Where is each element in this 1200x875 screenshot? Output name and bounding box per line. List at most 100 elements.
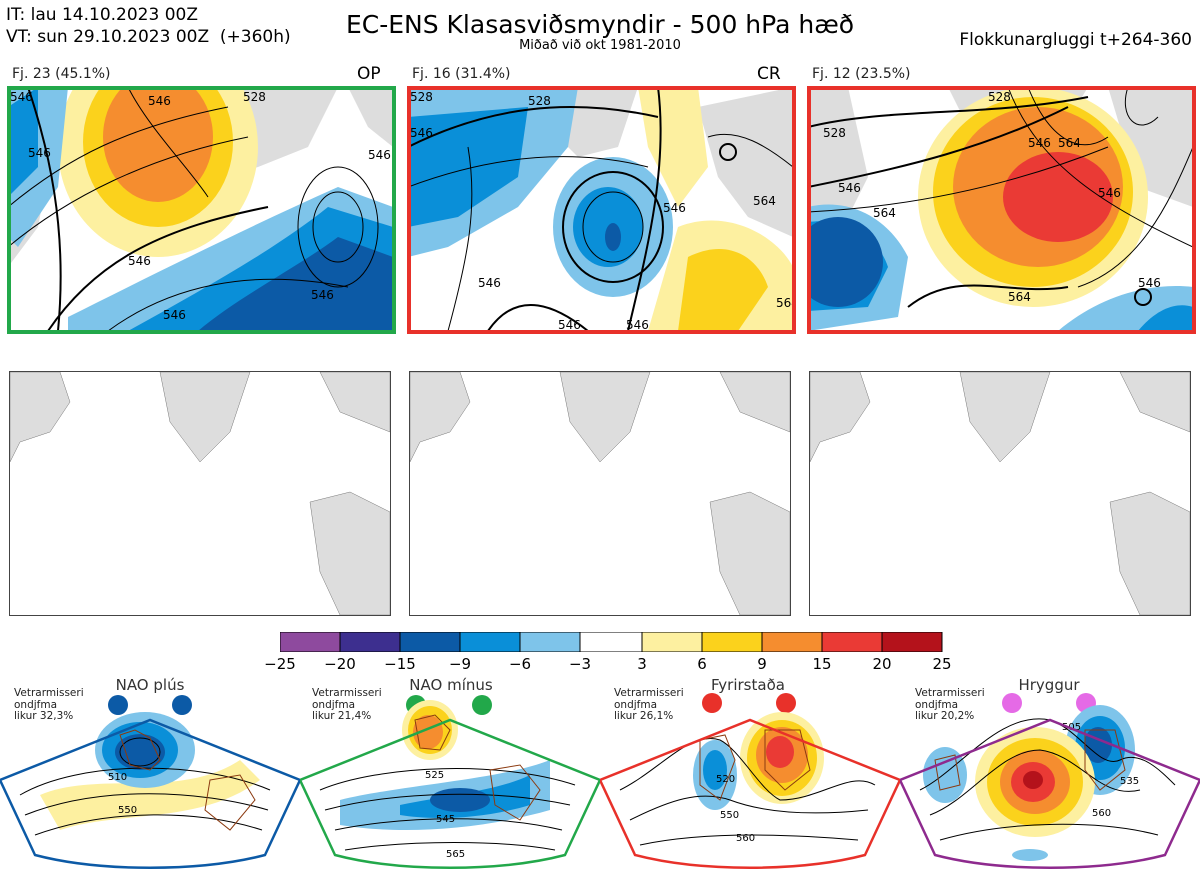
- regime-2-title: NAO mínus: [409, 676, 493, 694]
- map-panel-4: [9, 371, 391, 616]
- init-time: IT: lau 14.10.2023 00Z: [6, 5, 198, 25]
- contour-label: 528: [528, 94, 551, 108]
- contour-label: 528: [988, 90, 1011, 104]
- regime-4-title: Hryggur: [1018, 676, 1080, 694]
- classification-window: Flokkunargluggi t+264-360: [959, 30, 1192, 50]
- regime-marker-dot: [172, 695, 192, 715]
- colorbar-swatch: [459, 631, 521, 653]
- regime-map-nao-minus: 525 545 565: [298, 690, 602, 875]
- regime-3-stat: Vetrarmisseri ondjfma likur 26,1%: [614, 687, 684, 722]
- contour-label: 546: [1138, 276, 1161, 290]
- colorbar-swatch: [579, 631, 643, 653]
- contour-label: 546: [128, 254, 151, 268]
- colorbar-tick: −20: [324, 655, 356, 673]
- page-title: EC-ENS Klasasviðsmyndir - 500 hPa hæð: [345, 10, 855, 39]
- contour-label: 546: [663, 201, 686, 215]
- regime-4-stat: Vetrarmisseri ondjfma likur 20,2%: [915, 687, 985, 722]
- height-contours: [408, 87, 793, 331]
- panel-2-label: Fj. 16 (31.4%): [412, 66, 511, 82]
- contour-label: 565: [446, 849, 465, 860]
- regime-frame: [0, 718, 302, 869]
- contour-label: 546: [28, 146, 51, 160]
- contour-label: 546: [163, 308, 186, 322]
- regime-map-blocking: 520 550 560: [598, 690, 902, 875]
- panel-2-border: [407, 86, 796, 334]
- colorbar-swatch: [761, 631, 823, 653]
- colorbar-tick: −15: [384, 655, 416, 673]
- regime-map-nao-plus: 510 550: [0, 690, 302, 875]
- page-subtitle: Miðað við okt 1981-2010: [519, 38, 681, 53]
- regime-3-title: Fyrirstaða: [711, 676, 785, 694]
- contour-label: 564: [753, 194, 776, 208]
- contour-label: 546: [626, 318, 649, 331]
- contour-label: 560: [1092, 808, 1111, 819]
- contour-label: 560: [736, 833, 755, 844]
- colorbar-tick: 25: [932, 655, 952, 673]
- cluster-map-2: 528 528 546 546 546 546 546 564 564: [408, 87, 793, 331]
- colorbar-swatch: [881, 631, 943, 653]
- contour-label: 546: [558, 318, 581, 331]
- colorbar-swatch: [821, 631, 883, 653]
- contour-label: 546: [1098, 186, 1121, 200]
- map-panel-6: [809, 371, 1191, 616]
- colorbar-swatch: [641, 631, 703, 653]
- cluster-map-3: 528 528 546 546 564 564 546 564 546: [808, 87, 1193, 331]
- anomaly-fill: [8, 87, 393, 331]
- contour-label: 520: [716, 774, 735, 785]
- colorbar: [279, 631, 944, 656]
- colorbar-tick: 9: [757, 655, 767, 673]
- colorbar-tick: −3: [568, 655, 592, 673]
- contour-label: 564: [1008, 290, 1031, 304]
- regime-marker-dot: [472, 695, 492, 715]
- colorbar-swatch: [701, 631, 763, 653]
- height-contours: [8, 87, 379, 331]
- colorbar-tick: −6: [508, 655, 532, 673]
- colorbar-swatch: [399, 631, 461, 653]
- contour-label: 550: [720, 810, 739, 821]
- regime-2-stat: Vetrarmisseri ondjfma likur 21,4%: [312, 687, 382, 722]
- contour-label: 546: [478, 276, 501, 290]
- regime-marker-dot: [776, 693, 796, 713]
- regime-frame: [598, 718, 902, 869]
- contour-label: 545: [436, 814, 455, 825]
- regime-marker-dot: [108, 695, 128, 715]
- contour-label: 528: [410, 90, 433, 104]
- colorbar-tick: 20: [872, 655, 892, 673]
- contour-label: 528: [823, 126, 846, 140]
- contour-label: 550: [118, 805, 137, 816]
- colorbar-tick: −25: [264, 655, 296, 673]
- contour-label: 546: [838, 181, 861, 195]
- cluster-map-1: 546 546 528 546 546 546 546 546: [8, 87, 393, 331]
- contour-label: 564: [1058, 136, 1081, 150]
- contour-label: 564: [776, 296, 793, 310]
- contour-label: 546: [368, 148, 391, 162]
- colorbar-swatch: [519, 631, 581, 653]
- panel-3-border: [807, 86, 1196, 334]
- contour-label: 535: [1120, 776, 1139, 787]
- colorbar-swatch: [279, 631, 341, 653]
- contour-label: 510: [108, 772, 127, 783]
- contour-label: 528: [243, 90, 266, 104]
- panel-1-border: [7, 86, 396, 334]
- header-info: IT: lau 14.10.2023 00Z VT: sun 29.10.202…: [6, 4, 291, 48]
- colorbar-tick: 15: [812, 655, 832, 673]
- contour-label: 564: [873, 206, 896, 220]
- regime-marker-dot: [1002, 693, 1022, 713]
- contour-label: 546: [1028, 136, 1051, 150]
- colorbar-tick: −9: [448, 655, 472, 673]
- regime-1-stat: Vetrarmisseri ondjfma likur 32,3%: [14, 687, 84, 722]
- contour-label: 546: [311, 288, 334, 302]
- colorbar-tick: 6: [697, 655, 707, 673]
- regime-frame: [898, 718, 1200, 869]
- regime-frame: [298, 718, 602, 869]
- regime-marker-dot: [702, 693, 722, 713]
- height-contours: [808, 87, 1193, 308]
- contour-label: 546: [148, 94, 171, 108]
- map-panel-5: [409, 371, 791, 616]
- colorbar-swatch: [339, 631, 401, 653]
- panel-1-tag: OP: [357, 64, 381, 84]
- panel-3-label: Fj. 12 (23.5%): [812, 66, 911, 82]
- contour-label: 546: [10, 90, 33, 104]
- colorbar-tick: 3: [637, 655, 647, 673]
- panel-2-tag: CR: [757, 64, 781, 84]
